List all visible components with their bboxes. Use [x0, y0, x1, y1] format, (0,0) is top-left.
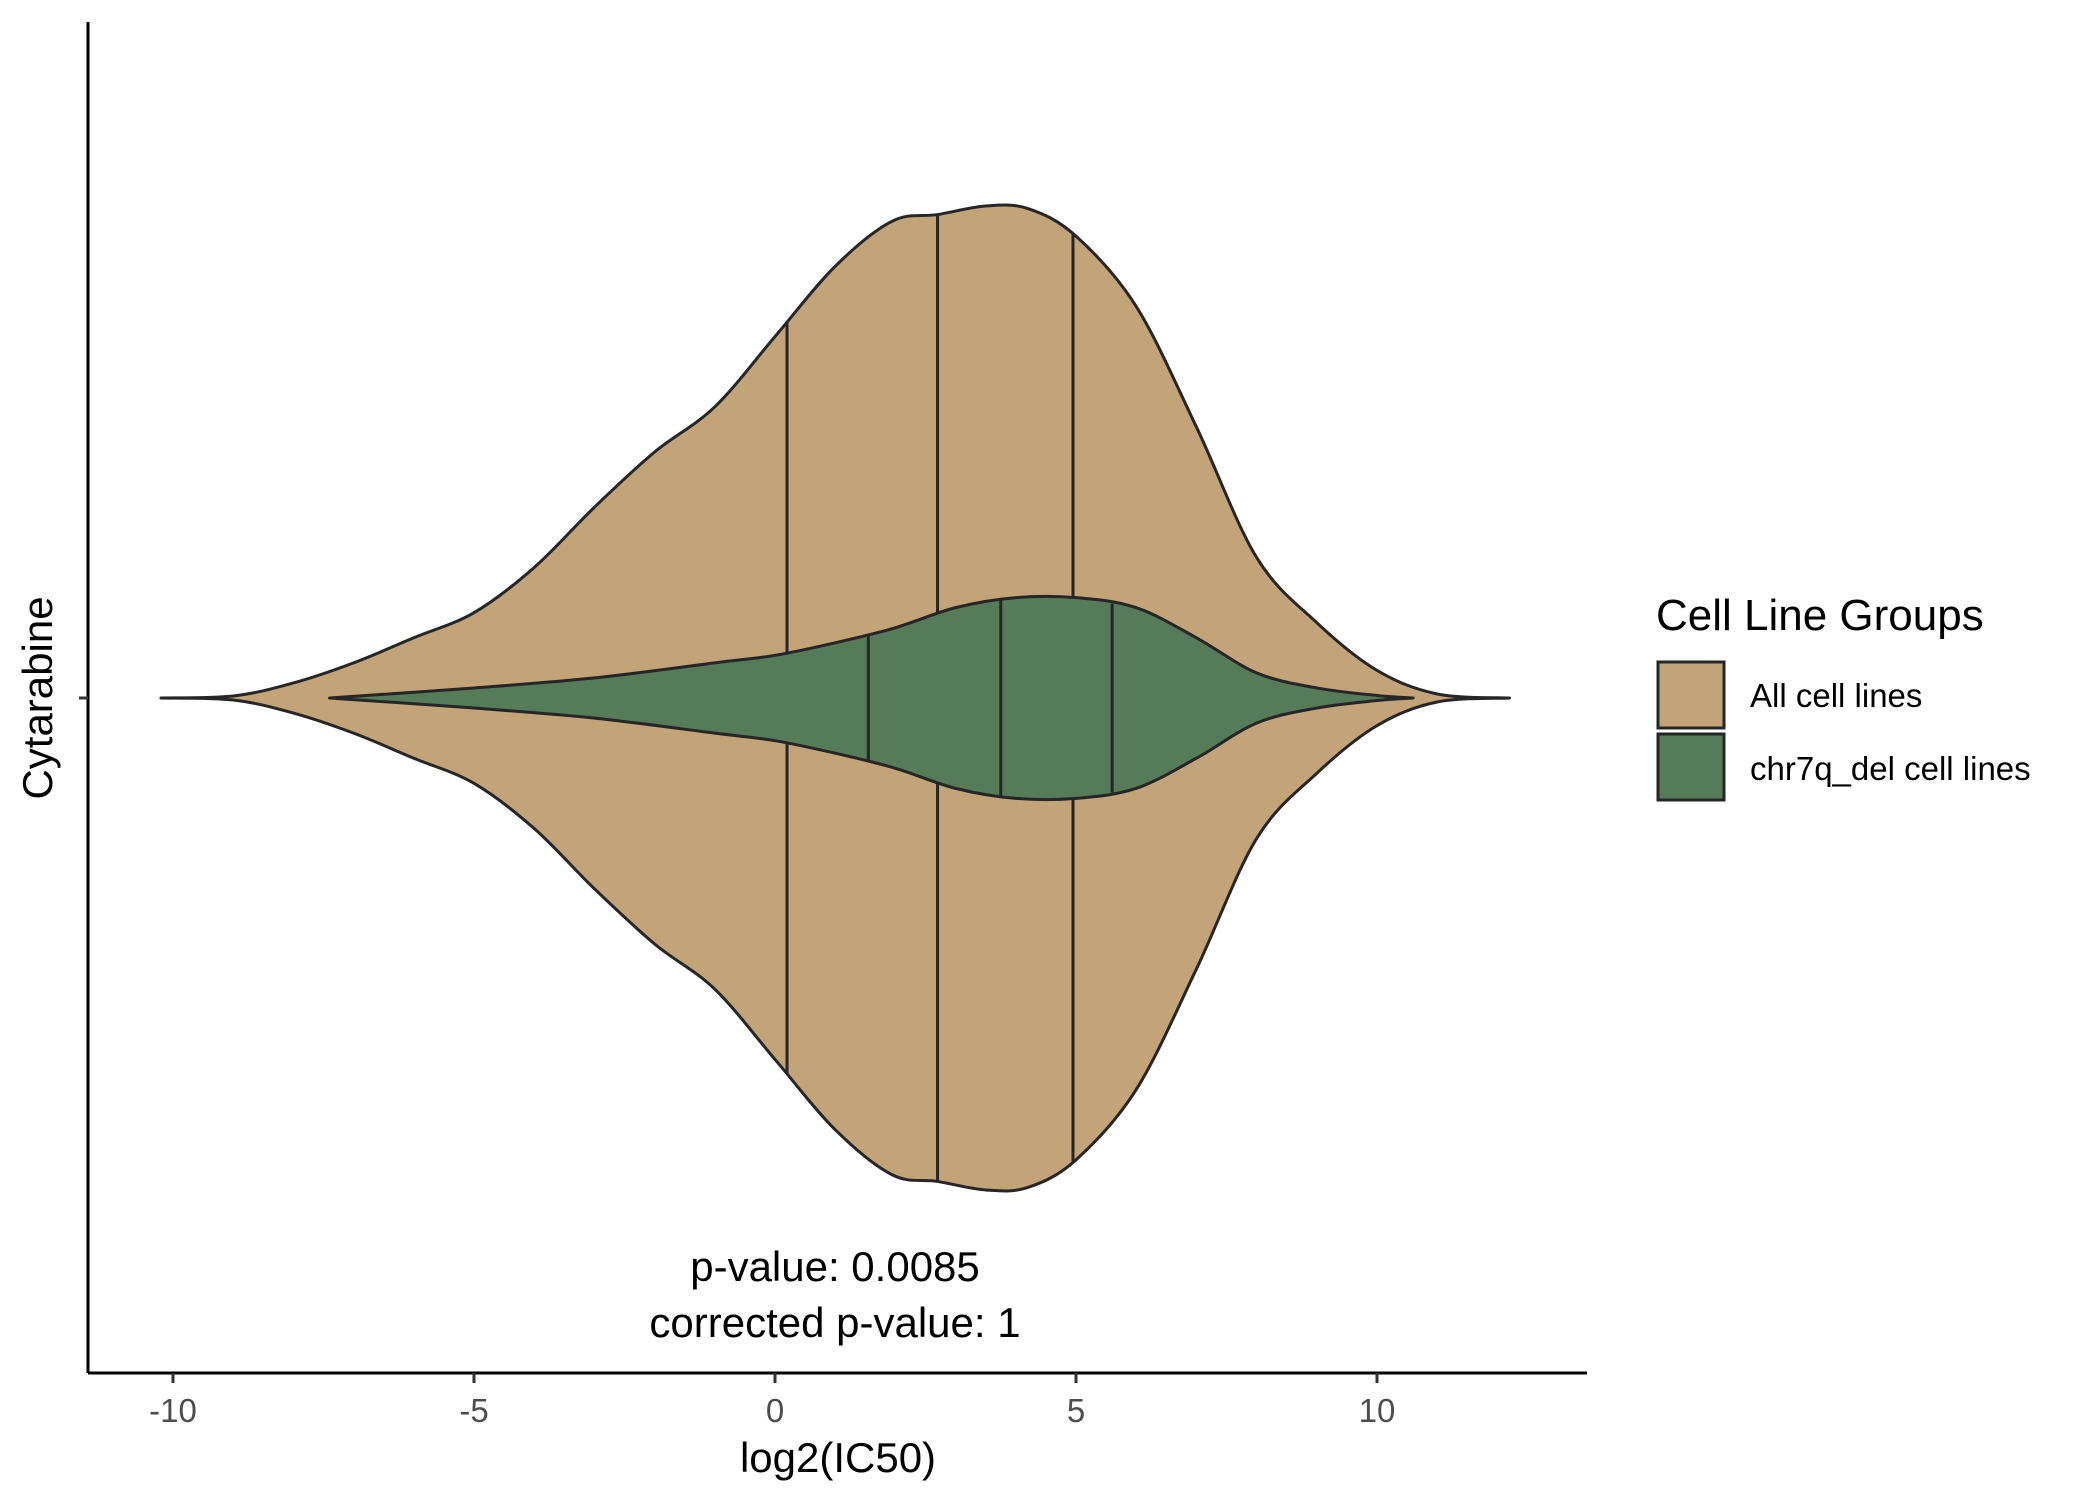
legend-swatch-all-cell-lines	[1656, 660, 1726, 730]
y-category-label: Cytarabine	[14, 596, 61, 799]
x-tick-label: 10	[1359, 1392, 1396, 1429]
legend-label-chr7q-del: chr7q_del cell lines	[1750, 750, 2031, 787]
x-ticks: -10 -5 0 5 10	[149, 1373, 1395, 1429]
legend: Cell Line Groups All cell lines chr7q_de…	[1656, 591, 2031, 802]
axes: Cytarabine log2(IC50)	[14, 22, 1587, 1481]
x-tick-label: -10	[149, 1392, 197, 1429]
p-value-annotation: p-value: 0.0085	[690, 1243, 980, 1290]
x-axis-title: log2(IC50)	[740, 1434, 936, 1481]
corrected-p-value-annotation: corrected p-value: 1	[649, 1299, 1020, 1346]
violin-chr7q-del-cell-lines	[328, 594, 1415, 802]
plot-area	[159, 203, 1511, 1193]
x-tick-label: -5	[459, 1392, 488, 1429]
legend-title: Cell Line Groups	[1656, 591, 1984, 640]
x-tick-label: 0	[766, 1392, 784, 1429]
x-tick-label: 5	[1067, 1392, 1085, 1429]
annotations: p-value: 0.0085 corrected p-value: 1	[649, 1243, 1020, 1346]
legend-swatch-chr7q-del	[1656, 732, 1726, 802]
legend-label-all-cell-lines: All cell lines	[1750, 677, 1922, 714]
